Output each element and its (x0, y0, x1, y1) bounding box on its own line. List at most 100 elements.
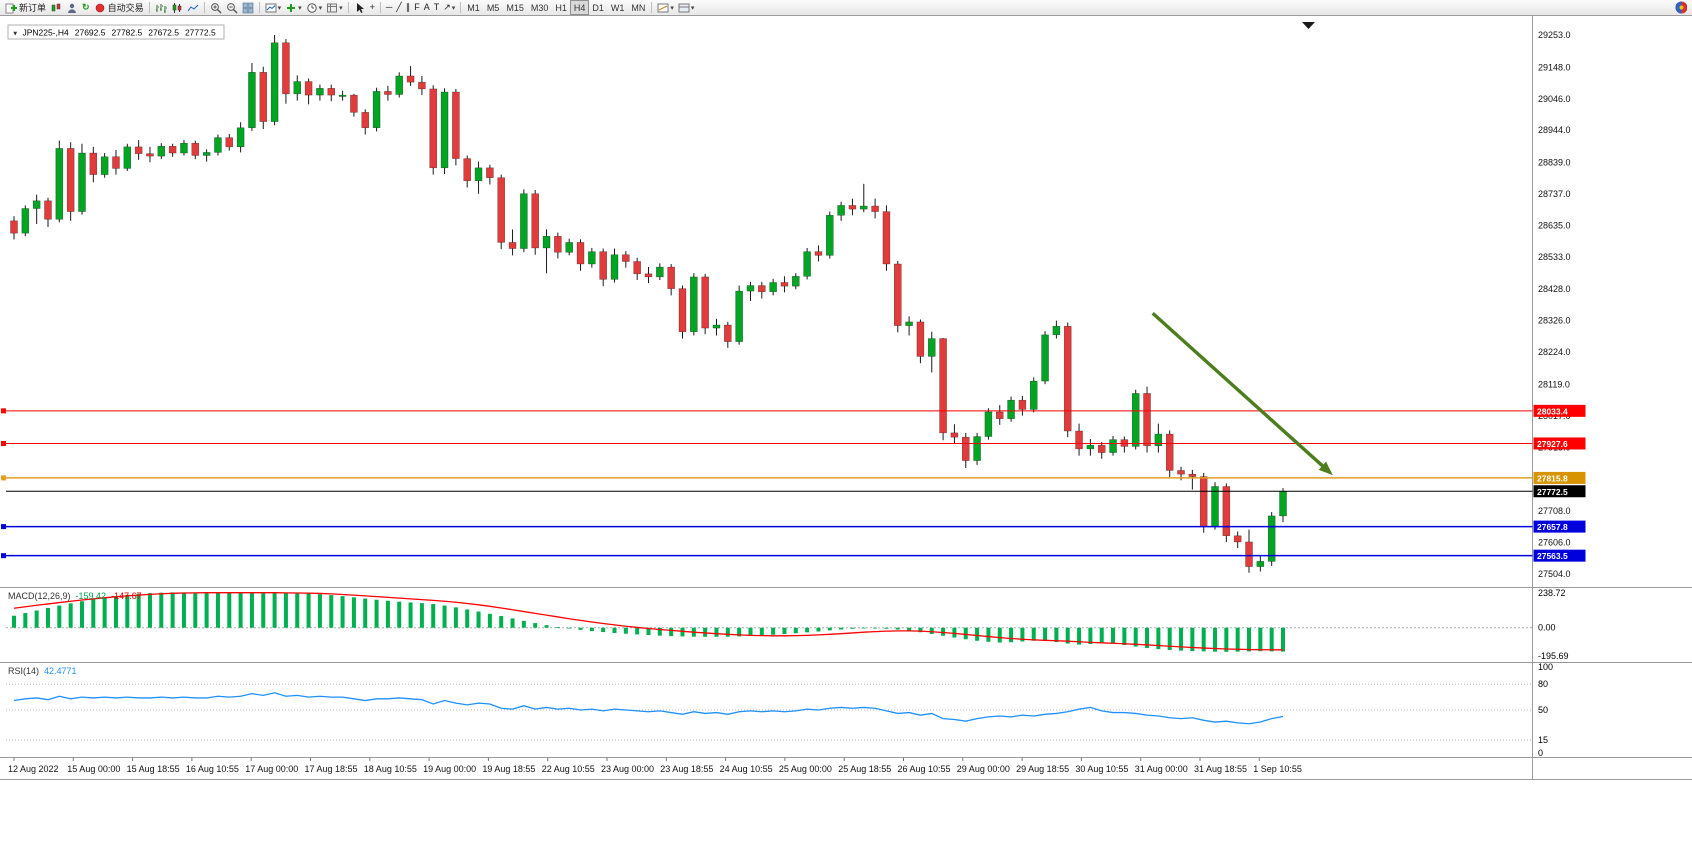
channel-tool-button[interactable]: ∥ (404, 1, 413, 14)
text-tool-icon: A (423, 2, 430, 12)
timeframe-button-m1[interactable]: M1 (464, 1, 483, 14)
rsi-line (13, 692, 1284, 725)
zoom-out-button[interactable] (224, 1, 240, 14)
timeframe-button-d1[interactable]: D1 (589, 1, 607, 14)
label-tool-button[interactable]: T (432, 1, 442, 14)
time-axis-label: 25 Aug 18:55 (838, 764, 891, 774)
candle (1154, 433, 1163, 447)
profiles-button[interactable] (64, 1, 80, 14)
new-chart-button[interactable]: ▾ (263, 1, 284, 14)
candle (882, 211, 891, 265)
chart-shift-marker[interactable] (1302, 22, 1315, 29)
templates-icon (326, 2, 338, 14)
refresh-button[interactable]: ↻ (80, 1, 92, 14)
macd-histogram-bar (544, 625, 549, 628)
tile-windows-button[interactable] (240, 1, 256, 14)
horizontal-line-tool-button[interactable]: ─ (384, 1, 394, 14)
candlestick-chart-button[interactable] (169, 1, 185, 14)
chart-canvas[interactable]: 29253.0 29148.0 29046.0 28944.0 28839.0 28737… (0, 16, 1692, 842)
macd-histogram-bar (816, 627, 821, 632)
candle (871, 205, 879, 212)
candle (542, 235, 551, 249)
candle (667, 266, 675, 289)
macd-histogram-bar (1258, 627, 1263, 652)
candle (950, 432, 959, 438)
timeframe-button-m15[interactable]: M15 (503, 1, 527, 14)
current-price-tag: 27772.5 (1537, 487, 1568, 497)
candle (474, 167, 483, 182)
timeframe-button-h4[interactable]: H4 (569, 0, 590, 15)
chart-window-button[interactable] (48, 1, 64, 14)
macd-histogram-bar (1009, 627, 1014, 643)
templates-button[interactable]: ▾ (324, 1, 345, 14)
zoom-in-button[interactable] (208, 1, 224, 14)
cursor-button[interactable] (352, 1, 368, 14)
candle (248, 72, 256, 129)
fibonacci-tool-button[interactable]: F (412, 1, 422, 14)
toolbar-separator (203, 2, 205, 13)
time-axis-label: 22 Aug 10:55 (542, 764, 595, 774)
new-order-button[interactable]: 新订单 (3, 1, 48, 14)
candle (440, 91, 449, 169)
macd-histogram-bar (839, 627, 844, 630)
trend-arrow[interactable] (1151, 312, 1325, 469)
macd-histogram-bar (317, 594, 322, 628)
candle (814, 251, 823, 256)
macd-histogram-bar (714, 627, 719, 637)
price-axis-label: 28533.0 (1538, 252, 1571, 262)
indicators-icon (285, 2, 297, 14)
candle (1052, 325, 1061, 336)
macd-histogram-bar (45, 607, 50, 628)
candle (202, 152, 211, 156)
macd-histogram-bar (487, 613, 492, 628)
symbol-title-box[interactable] (7, 24, 225, 40)
community-button[interactable] (1673, 1, 1689, 14)
candle (372, 91, 381, 129)
macd-histogram-bar (181, 592, 186, 628)
candle (735, 290, 743, 342)
rsi-scale-label: 100 (1538, 662, 1553, 672)
price-tag-bg (1533, 520, 1586, 533)
candle (180, 142, 188, 154)
macd-histogram-bar (91, 599, 96, 628)
price-tag-bg (1533, 437, 1586, 450)
macd-histogram-bar (1201, 627, 1206, 652)
line-chart-button[interactable] (185, 1, 201, 14)
timeframe-button-m30[interactable]: M30 (528, 1, 552, 14)
candle (678, 288, 687, 333)
macd-histogram-bar (1031, 627, 1036, 641)
macd-histogram-bar (68, 603, 73, 628)
timeframe-button-mn[interactable]: MN (628, 1, 648, 14)
equidistant-channel-icon: ∥ (405, 2, 411, 12)
chevron-down-icon: ▾ (690, 4, 695, 12)
candle (134, 146, 143, 154)
candle (565, 242, 573, 253)
new-order-icon (5, 2, 17, 14)
time-axis-label: 25 Aug 00:00 (779, 764, 832, 774)
autotrading-button[interactable]: 自动交易 (92, 1, 146, 14)
candle (259, 72, 268, 122)
objects-list-button[interactable]: ▾ (655, 1, 676, 14)
crosshair-button[interactable]: + (368, 1, 377, 14)
trendline-tool-button[interactable]: ╱ (394, 1, 403, 14)
timeframe-button-h1[interactable]: H1 (552, 1, 570, 14)
text-tool-button[interactable]: A (422, 1, 432, 14)
rsi-label: RSI(14) 42.4771 (8, 666, 77, 676)
chart-properties-button[interactable]: ▾ (676, 1, 697, 14)
timeframe-button-w1[interactable]: W1 (608, 1, 628, 14)
price-axis-label: 28224.0 (1538, 347, 1571, 357)
macd-histogram-bar (170, 592, 175, 628)
indicators-button[interactable]: ▾ (283, 1, 304, 14)
macd-histogram-bar (1235, 627, 1240, 652)
line-anchor (1, 475, 6, 481)
arrows-tool-button[interactable]: ↗ ▾ (441, 1, 457, 14)
price-axis-label: 27504.0 (1538, 569, 1571, 579)
timeframe-button-m5[interactable]: M5 (484, 1, 503, 14)
time-axis-label: 23 Aug 18:55 (660, 764, 713, 774)
horizontal-line-icon: ─ (385, 2, 393, 12)
cursor-icon (354, 2, 366, 14)
macd-histogram-bar (363, 598, 368, 628)
period-clock-button[interactable]: ▾ (304, 1, 325, 14)
macd-histogram-bar (703, 627, 708, 637)
bar-chart-button[interactable] (153, 1, 169, 14)
